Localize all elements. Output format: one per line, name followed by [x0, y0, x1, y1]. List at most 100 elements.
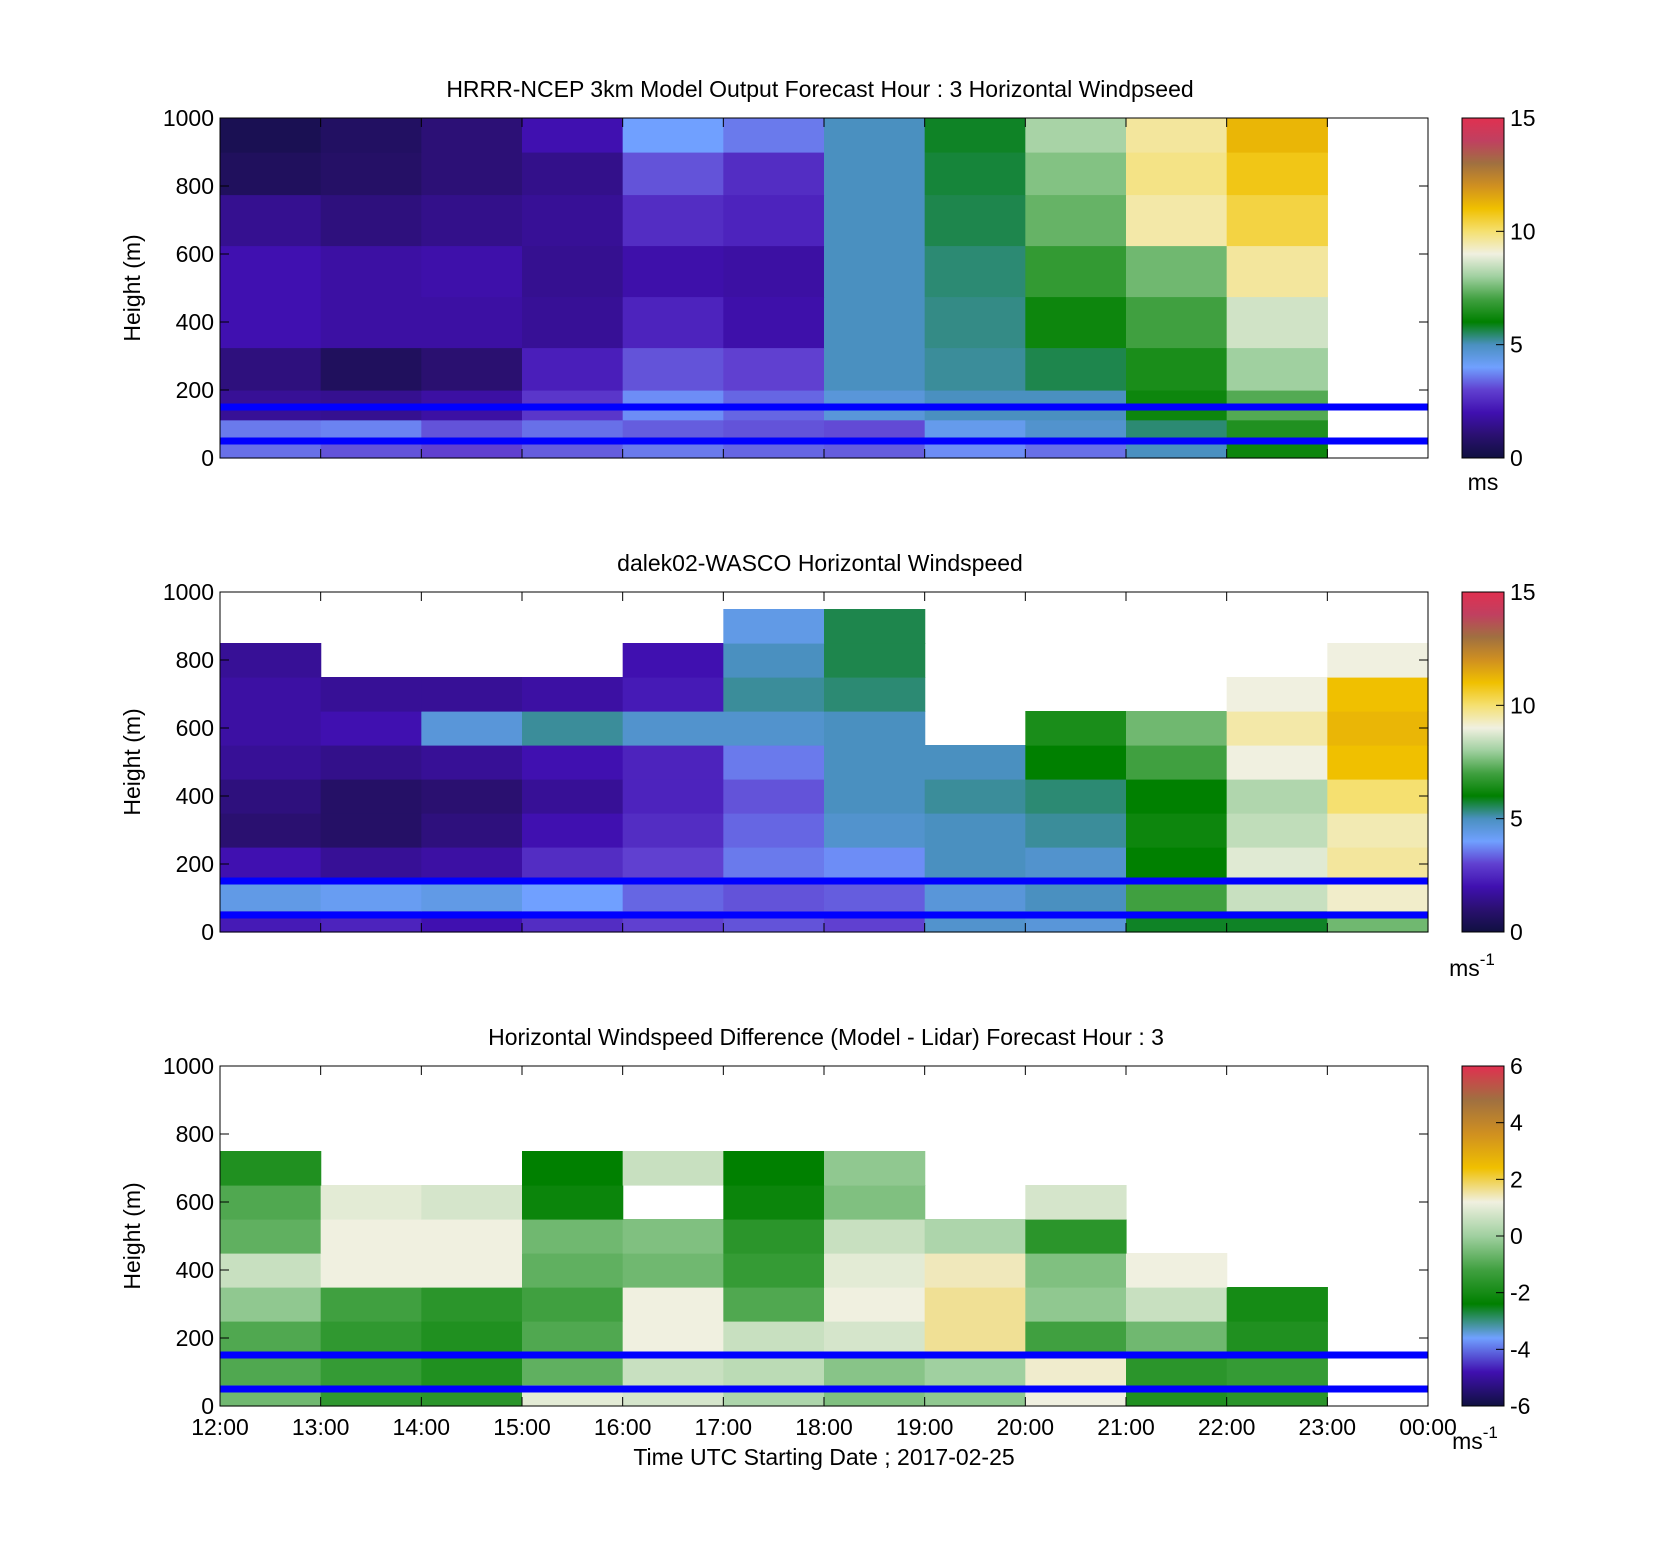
panel-difference-title: Horizontal Windspeed Difference (Model -… — [488, 1024, 1164, 1050]
heatmap-cell — [824, 1355, 926, 1386]
heatmap-cell — [421, 881, 523, 912]
panel-lidar-unit-base: ms — [1449, 955, 1480, 981]
heatmap-cell — [421, 194, 523, 247]
heatmap-cell — [220, 1321, 322, 1356]
heatmap-cell — [924, 1219, 1026, 1254]
heatmap-cell — [824, 194, 926, 247]
heatmap-cell — [622, 745, 724, 780]
heatmap-cell — [1226, 1287, 1328, 1322]
x-tick-label: 21:00 — [1097, 1414, 1155, 1440]
heatmap-cell — [421, 745, 523, 780]
heatmap-cell — [622, 1151, 724, 1186]
heatmap-cell — [220, 347, 322, 391]
heatmap-cell — [220, 1219, 322, 1254]
heatmap-cell — [1226, 813, 1328, 848]
panel-difference-colorbar-unit: ms-1 — [1452, 1423, 1498, 1454]
heatmap-cell — [723, 1355, 825, 1386]
heatmap-cell — [220, 296, 322, 349]
heatmap-cell — [1327, 813, 1429, 848]
panel-lidar-cells — [220, 609, 1429, 933]
heatmap-cell — [1025, 245, 1127, 298]
heatmap-cell — [522, 745, 624, 780]
panel-lidar-y-ticks: 0 200 400 600 800 1000 — [163, 579, 1428, 945]
colorbar-tick-label: 10 — [1510, 692, 1536, 718]
heatmap-cell — [1226, 1355, 1328, 1386]
heatmap-cell — [723, 779, 825, 814]
heatmap-cell — [1126, 881, 1228, 912]
heatmap-cell — [522, 881, 624, 912]
panel-difference-unit-exponent: -1 — [1483, 1423, 1498, 1442]
heatmap-cell — [924, 152, 1026, 196]
heatmap-cell — [924, 245, 1026, 298]
heatmap-cell — [924, 419, 1026, 442]
panel-model-colorbar-ticks: 0 5 10 15 — [1496, 105, 1536, 471]
colorbar-tick-label: -2 — [1510, 1280, 1530, 1306]
x-tick-label: 12:00 — [191, 1414, 249, 1440]
panel-lidar-unit-exponent: -1 — [1480, 950, 1495, 969]
x-tick-label: 16:00 — [594, 1414, 652, 1440]
heatmap-cell — [723, 609, 825, 644]
heatmap-cell — [421, 441, 523, 459]
heatmap-cell — [220, 1253, 322, 1288]
heatmap-cell — [220, 1355, 322, 1386]
heatmap-cell — [1126, 419, 1228, 442]
heatmap-cell — [924, 296, 1026, 349]
panel-lidar-marker-lines — [220, 877, 1428, 919]
heatmap-cell — [1025, 1287, 1127, 1322]
heatmap-cell — [320, 847, 422, 882]
colorbar-tick-label: 6 — [1510, 1053, 1523, 1079]
heatmap-cell — [924, 1321, 1026, 1356]
heatmap-cell — [421, 152, 523, 196]
heatmap-cell — [1226, 245, 1328, 298]
heatmap-cell — [320, 881, 422, 912]
heatmap-cell — [924, 847, 1026, 882]
heatmap-cell — [622, 441, 724, 459]
heatmap-cell — [824, 419, 926, 442]
heatmap-cell — [924, 779, 1026, 814]
y-tick-label: 1000 — [163, 1053, 214, 1079]
heatmap-cell — [421, 711, 523, 746]
panel-difference-marker-lines — [220, 1351, 1428, 1393]
heatmap-cell — [824, 609, 926, 644]
y-tick-label: 800 — [176, 173, 214, 199]
heatmap-cell — [824, 1219, 926, 1254]
colorbar-tick-label: 15 — [1510, 105, 1536, 131]
x-tick-label: 14:00 — [393, 1414, 451, 1440]
heatmap-cell — [1025, 194, 1127, 247]
heatmap-cell — [1126, 1355, 1228, 1386]
heatmap-cell — [622, 152, 724, 196]
heatmap-cell — [1025, 1321, 1127, 1356]
heatmap-cell — [320, 441, 422, 459]
heatmap-cell — [220, 152, 322, 196]
heatmap-cell — [320, 813, 422, 848]
heatmap-cell — [1025, 711, 1127, 746]
heatmap-cell — [522, 118, 624, 153]
heatmap-cell — [1126, 152, 1228, 196]
heatmap-cell — [421, 1253, 523, 1288]
heatmap-cell — [622, 245, 724, 298]
heatmap-cell — [421, 847, 523, 882]
panel-difference-unit-base: ms — [1452, 1428, 1483, 1454]
heatmap-cell — [622, 194, 724, 247]
colorbar-tick-label: 10 — [1510, 218, 1536, 244]
y-tick-label: 600 — [176, 241, 214, 267]
heatmap-cell — [723, 441, 825, 459]
heatmap-cell — [421, 118, 523, 153]
heatmap-cell — [421, 1287, 523, 1322]
heatmap-cell — [1226, 441, 1328, 459]
heatmap-cell — [1025, 296, 1127, 349]
panel-model-ylabel: Height (m) — [119, 234, 145, 341]
x-tick-label: 13:00 — [292, 1414, 350, 1440]
heatmap-cell — [723, 1185, 825, 1220]
heatmap-cell — [220, 677, 322, 712]
y-tick-label: 400 — [176, 783, 214, 809]
heatmap-cell — [522, 711, 624, 746]
panel-model-title: HRRR-NCEP 3km Model Output Forecast Hour… — [446, 76, 1193, 102]
heatmap-cell — [1025, 118, 1127, 153]
heatmap-cell — [220, 245, 322, 298]
heatmap-cell — [622, 813, 724, 848]
heatmap-cell — [824, 441, 926, 459]
heatmap-cell — [924, 1287, 1026, 1322]
heatmap-cell — [320, 677, 422, 712]
